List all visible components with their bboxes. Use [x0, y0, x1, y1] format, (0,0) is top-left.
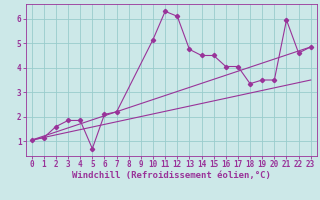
X-axis label: Windchill (Refroidissement éolien,°C): Windchill (Refroidissement éolien,°C): [72, 171, 271, 180]
